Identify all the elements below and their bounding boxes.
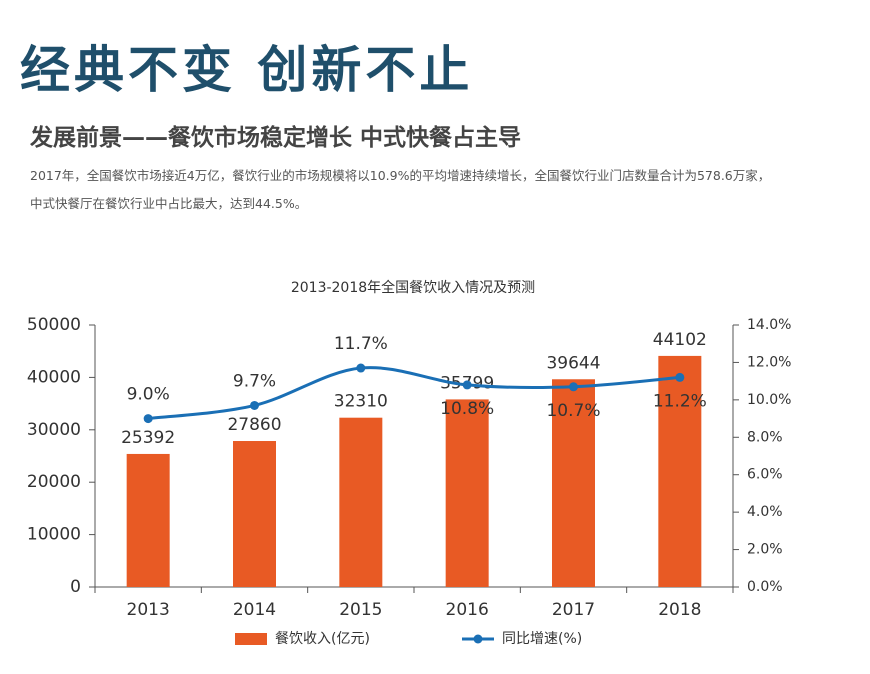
legend-swatch [235,633,267,645]
y2-tick-label: 8.0% [747,429,783,445]
y2-tick-label: 12.0% [747,354,791,370]
page-title: 经典不变 创新不止 [20,41,474,99]
bar-value-label: 25392 [121,428,175,448]
bar [339,417,383,587]
legend-label: 同比增速(%) [502,631,582,647]
paragraph: 2017年，全国餐饮市场接近4万亿，餐饮行业的市场规模将以10.9%的平均增速持… [30,162,770,218]
line-value-label: 10.8% [440,399,494,419]
line-point [143,414,153,424]
line-value-label: 9.0% [127,385,170,405]
y-tick-label: 0 [70,577,81,597]
bar [658,355,702,587]
legend-swatch [473,634,483,644]
x-tick-label: 2014 [233,600,276,620]
paragraph-line: 2017年，全国餐饮市场接近4万亿，餐饮行业的市场规模将以10.9%的平均增速持… [30,168,771,183]
y-tick-label: 30000 [27,420,81,440]
y-tick-label: 20000 [27,472,81,492]
y-tick-label: 50000 [27,315,81,335]
line-point [250,400,259,410]
y2-tick-label: 10.0% [747,392,791,408]
chart-title: 2013-2018年全国餐饮收入情况及预测 [291,279,535,296]
x-tick-label: 2017 [552,600,595,620]
y2-tick-label: 4.0% [747,504,783,520]
x-tick-label: 2016 [446,600,489,620]
y2-tick-label: 14.0% [747,317,791,333]
y2-tick-label: 6.0% [747,467,783,483]
line-point [675,372,685,382]
y2-tick-label: 2.0% [747,542,783,558]
paragraph-line: 中式快餐厅在餐饮行业中占比最大，达到44.5%。 [30,196,308,211]
bar-value-label: 44102 [653,330,707,350]
legend-label: 餐饮收入(亿元) [275,631,370,647]
line-value-label: 11.2% [653,391,707,411]
bar-value-label: 39644 [546,353,600,373]
line-value-label: 9.7% [233,371,276,391]
subtitle: 发展前景——餐饮市场稳定增长 中式快餐占主导 [30,125,522,151]
bar [445,399,489,587]
y-tick-label: 40000 [27,367,81,387]
bar-value-label: 27860 [227,415,281,435]
bar [552,379,595,587]
line-value-label: 10.7% [546,401,600,421]
y-tick-label: 10000 [27,525,81,545]
x-tick-label: 2013 [127,600,170,620]
line-point [462,380,472,390]
line-point [356,363,366,373]
x-tick-label: 2018 [658,600,701,620]
line-point [569,382,578,392]
y2-tick-label: 0.0% [747,579,783,595]
bar [126,453,170,587]
bar [233,441,276,587]
x-tick-label: 2015 [339,600,382,620]
line-value-label: 11.7% [334,334,388,354]
line [147,366,680,421]
bar-value-label: 32310 [334,392,388,412]
